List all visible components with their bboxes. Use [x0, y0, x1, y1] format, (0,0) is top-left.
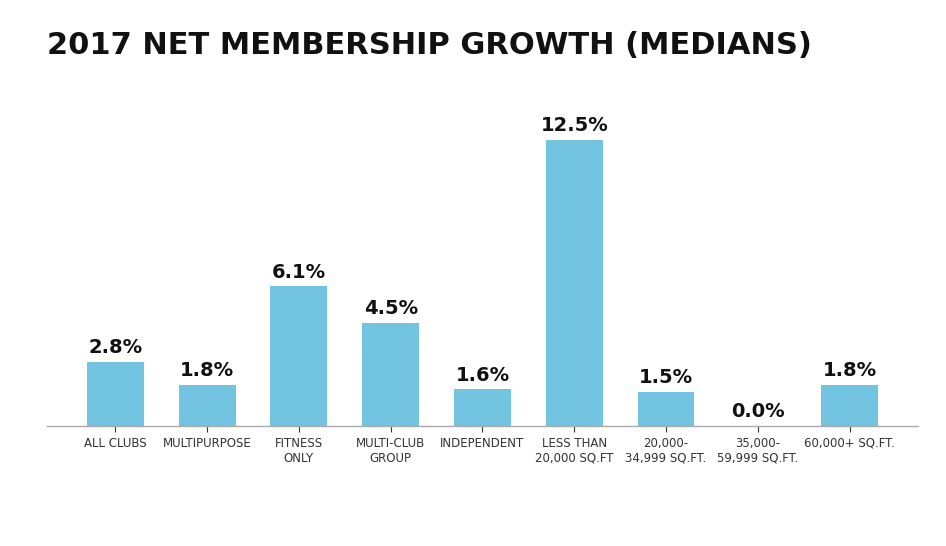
Text: 1.5%: 1.5% — [639, 368, 693, 387]
Bar — [362, 323, 419, 426]
Bar — [638, 391, 694, 426]
Bar — [179, 385, 236, 426]
Bar — [546, 140, 603, 426]
Text: 0.0%: 0.0% — [731, 402, 784, 422]
Bar — [454, 389, 511, 426]
Text: 6.1%: 6.1% — [272, 263, 326, 282]
Text: 2.8%: 2.8% — [88, 338, 143, 357]
Bar — [87, 362, 144, 426]
Bar — [271, 286, 327, 426]
Text: 2017 NET MEMBERSHIP GROWTH (MEDIANS): 2017 NET MEMBERSHIP GROWTH (MEDIANS) — [47, 31, 813, 60]
Bar — [821, 385, 878, 426]
Text: 1.8%: 1.8% — [180, 361, 235, 380]
Text: 12.5%: 12.5% — [540, 116, 608, 135]
Text: 1.6%: 1.6% — [455, 366, 510, 385]
Text: 1.8%: 1.8% — [822, 361, 877, 380]
Text: 4.5%: 4.5% — [363, 299, 418, 318]
